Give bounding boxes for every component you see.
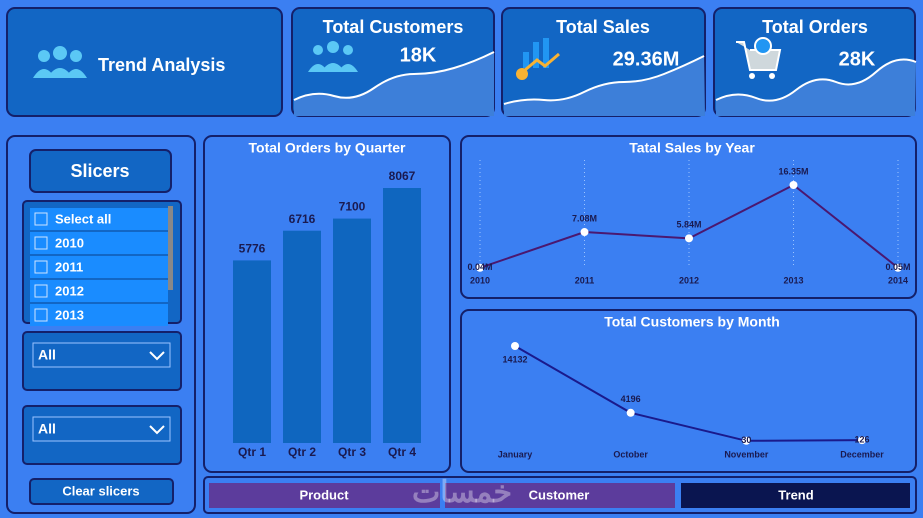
chart-title: Tatal Sales by Year — [629, 140, 755, 156]
kpi-value: 28K — [839, 48, 876, 70]
x-tick-label: 2014 — [888, 275, 908, 285]
clear-label: Clear slicers — [62, 483, 139, 498]
checkbox — [34, 260, 48, 274]
point — [580, 228, 589, 237]
option-row[interactable] — [30, 304, 168, 326]
point — [476, 263, 484, 272]
option-label: 2012 — [55, 283, 84, 298]
people-icon — [308, 41, 358, 72]
cart-icon — [736, 37, 782, 79]
tab-label: Customer — [529, 487, 590, 502]
tab-label: Trend — [778, 487, 813, 502]
tab[interactable] — [681, 483, 910, 508]
x-tick-label: October — [613, 449, 648, 459]
checkbox — [34, 212, 48, 226]
value-label: 5.84M — [676, 220, 701, 230]
point — [685, 234, 693, 243]
value-label: 8067 — [389, 169, 416, 183]
wave — [716, 59, 916, 116]
bar — [233, 260, 271, 443]
slicer-title: Slicers — [70, 161, 129, 181]
wave-line — [715, 58, 917, 102]
x-tick-label: Qtr 4 — [388, 445, 416, 459]
value-label: 126 — [854, 435, 869, 445]
point — [858, 436, 866, 445]
x-tick-label: Qtr 2 — [288, 445, 316, 459]
wave — [294, 52, 494, 116]
x-tick-label: 2013 — [783, 275, 803, 285]
value-label: 7.08M — [572, 213, 597, 223]
bar — [333, 218, 371, 443]
dropdown[interactable] — [32, 416, 171, 442]
x-tick-label: November — [724, 449, 769, 459]
checkbox — [34, 284, 48, 298]
value-label: 7100 — [339, 200, 366, 214]
tab[interactable] — [445, 483, 675, 508]
scrollbar — [168, 206, 173, 290]
chevron — [149, 351, 165, 361]
people-icon — [33, 46, 87, 78]
value-label: 14132 — [502, 354, 527, 364]
option-row[interactable] — [30, 280, 168, 302]
bar — [383, 188, 421, 443]
dropdown-value: All — [38, 347, 56, 363]
kpi-value: 29.36M — [613, 48, 680, 70]
point — [742, 436, 751, 445]
watermark: خمسات — [412, 476, 512, 509]
dropdown-value: All — [38, 421, 56, 437]
point — [894, 263, 902, 272]
option-row[interactable] — [30, 208, 168, 230]
value-label: 0.04M — [467, 262, 492, 272]
x-tick-label: Qtr 3 — [338, 445, 366, 459]
tab-label: Product — [299, 487, 349, 502]
value-label: 5776 — [239, 242, 266, 256]
sales-icon — [516, 38, 560, 80]
option-row[interactable] — [30, 256, 168, 278]
kpi-label: Total Customers — [323, 17, 464, 37]
value-label: 0.05M — [885, 262, 910, 272]
wave-line — [503, 55, 705, 105]
x-tick-label: 2012 — [679, 275, 699, 285]
value-label: 4196 — [621, 394, 641, 404]
checkbox — [34, 236, 48, 250]
x-tick-label: December — [840, 449, 884, 459]
option-label: 2011 — [55, 259, 83, 274]
bar — [283, 230, 321, 443]
value-label: 6716 — [289, 212, 316, 226]
clear-button[interactable] — [29, 478, 174, 505]
wave-line — [293, 51, 495, 101]
value-label: 30 — [741, 435, 751, 445]
point — [511, 342, 519, 350]
kpi-label: Total Orders — [762, 17, 868, 37]
checkbox — [34, 308, 48, 322]
option-label: 2013 — [55, 307, 84, 322]
line — [514, 345, 863, 442]
x-tick-label: 2010 — [470, 275, 490, 285]
tab[interactable] — [209, 483, 440, 508]
chart-panel — [460, 309, 917, 473]
x-tick-label: 2011 — [575, 275, 595, 285]
option-label: 2010 — [55, 235, 84, 250]
chart-title: Total Orders by Quarter — [249, 140, 406, 156]
title-card — [6, 7, 283, 117]
x-tick-label: Qtr 1 — [238, 445, 266, 459]
x-tick-label: January — [498, 449, 533, 459]
slicer-header — [29, 149, 172, 193]
kpi-value: 18K — [400, 44, 437, 66]
dropdown[interactable] — [32, 342, 171, 368]
option-row[interactable] — [30, 232, 168, 254]
kpi-label: Total Sales — [556, 17, 650, 37]
chevron — [149, 425, 165, 435]
point — [789, 181, 798, 189]
value-label: 16.35M — [778, 166, 808, 176]
point — [626, 408, 635, 417]
chart-title: Total Customers by Month — [604, 314, 780, 330]
option-label: Select all — [55, 211, 111, 226]
dashboard-title: Trend Analysis — [98, 55, 225, 75]
